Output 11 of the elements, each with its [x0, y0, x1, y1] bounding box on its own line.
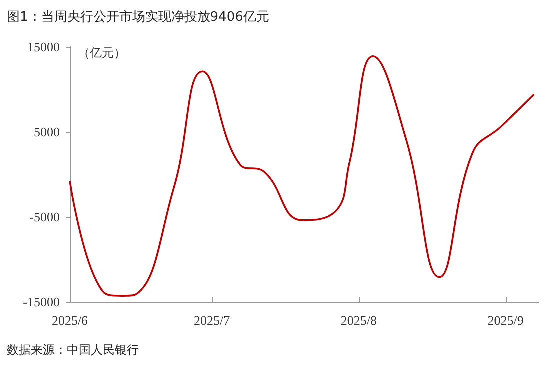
y-tick-label: 15000 — [28, 40, 60, 54]
x-tick-label: 2025/8 — [340, 313, 378, 328]
x-tick-label: 2025/7 — [194, 313, 231, 328]
y-tick-label: -5000 — [30, 210, 60, 224]
y-tick-label: -15000 — [23, 294, 60, 310]
y-axis-title: （亿元） — [78, 46, 126, 60]
x-tick-label: 2025/6 — [52, 313, 89, 328]
x-tick-label: 2025/9 — [488, 313, 524, 328]
y-tick-label: 5000 — [34, 124, 60, 140]
source-note: 数据来源：中国人民银行 — [7, 343, 139, 357]
chart-title: 图1：当周央行公开市场实现净投放9406亿元 — [7, 10, 270, 25]
